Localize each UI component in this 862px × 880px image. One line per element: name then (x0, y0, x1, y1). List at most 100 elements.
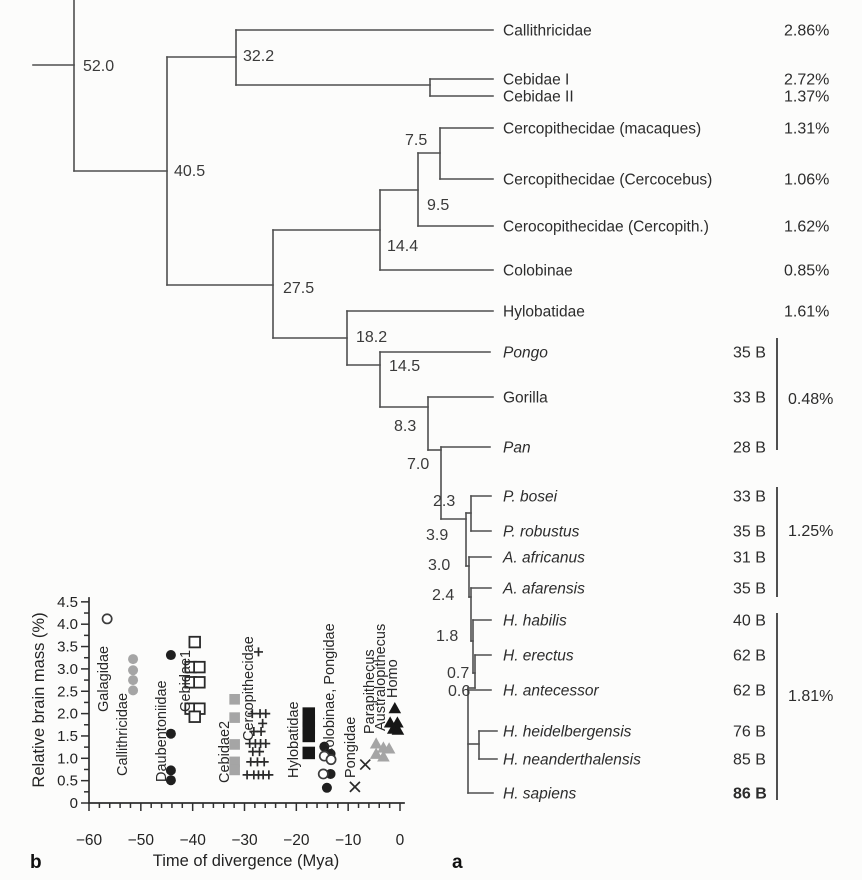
y-tick-label: 3.0 (57, 661, 78, 678)
series-marker-square (229, 739, 240, 750)
series-marker-square-open (188, 635, 201, 649)
series-marker-plus (255, 747, 265, 757)
tip-value: 35 B (733, 581, 766, 598)
series-marker-square (229, 764, 240, 776)
y-tick-label: 3.5 (57, 639, 78, 656)
tip-value: 62 B (733, 648, 766, 665)
series-marker-circle (128, 665, 139, 676)
series-marker-circle (128, 685, 139, 696)
tip-value: 1.31% (784, 121, 829, 138)
series-marker-triangle (369, 737, 383, 749)
node-age-label: 1.8 (436, 628, 458, 645)
tip-value: 1.61% (784, 304, 829, 321)
series-marker-circle-open (101, 613, 113, 625)
tip-value: 33 B (733, 390, 766, 407)
series-marker-square (229, 693, 240, 705)
series-cercopithecidae: Cercopithecidae (241, 636, 274, 780)
tip-value: 40 B (733, 613, 766, 630)
tip-taxon-label: Cercopithecidae (Cercocebus) (503, 172, 712, 189)
panel-a-letter: a (452, 852, 463, 873)
series-marker-triangle (388, 702, 402, 714)
tip-value: 62 B (733, 683, 766, 700)
x-tick-label: −60 (76, 832, 103, 849)
series-marker-plus (261, 709, 271, 719)
series-marker-circle (321, 782, 332, 793)
tip-taxon-label: Callithricidae (503, 23, 592, 40)
tip-taxon-label: H. erectus (503, 648, 574, 665)
node-age-label: 3.0 (428, 557, 450, 574)
series-label: Galagidae (96, 646, 112, 712)
tip-value: 86 B (733, 786, 767, 803)
series-colobinae-pongidae: Colobinae, Pongidae (319, 623, 338, 793)
tip-value: 31 B (733, 550, 766, 567)
tip-value: 28 B (733, 440, 766, 457)
series-marker-circle (128, 654, 139, 665)
series-marker-plus (253, 647, 263, 657)
series-label: Cebidae1 (178, 650, 194, 712)
node-age-label: 14.4 (387, 238, 418, 255)
series-marker-square-open (193, 676, 206, 689)
y-tick-label: 4.0 (57, 616, 78, 633)
tip-value: 1.37% (784, 89, 829, 106)
series-galagidae: Galagidae (96, 613, 113, 712)
node-age-label: 0.6 (448, 683, 470, 700)
tip-value: 35 B (733, 524, 766, 541)
series-marker-square-open (193, 660, 206, 674)
tip-value: 76 B (733, 724, 766, 741)
tip-taxon-label: H. sapiens (503, 786, 576, 803)
y-tick-label: 2.5 (57, 683, 78, 700)
series-hylobatidae: Hylobatidae (286, 701, 316, 778)
series-marker-square (229, 756, 240, 768)
series-marker-plus (256, 726, 266, 736)
series-marker-circle (319, 741, 330, 752)
tip-taxon-label: Gorilla (503, 390, 548, 407)
x-axis-title: Time of divergence (Mya) (153, 852, 339, 870)
y-tick-label: 0.5 (57, 773, 78, 790)
series-marker-circle-open (317, 768, 329, 780)
tip-value: 33 B (733, 489, 766, 506)
node-age-label: 9.5 (427, 197, 449, 214)
tip-value: 35 B (733, 345, 766, 362)
series-label: Parapithecus (362, 649, 378, 734)
panel-a-phylogenetic-tree: 52.0 32.2 40.5 7.5 9.5 14.4 27.5 18.214.5 8.3 7.0… (32, 0, 833, 873)
y-tick-label: 1.5 (57, 728, 78, 745)
series-marker-x (359, 758, 371, 771)
panel-b-letter: b (30, 852, 42, 873)
tip-taxon-label: Cerocopithecidae (Cercopith.) (503, 219, 709, 236)
series-marker-circle-open (325, 754, 337, 766)
tip-taxon-label: Cebidae II (503, 89, 574, 106)
node-age-label: 18.2 (356, 329, 387, 346)
series-marker-plus (261, 739, 271, 749)
node-age-label: 7.5 (405, 132, 427, 149)
node-age-label: 3.9 (426, 527, 448, 544)
series-label: Colobinae, Pongidae (322, 623, 338, 758)
panel-b-scatter-plot: 0 0.5 1.0 1.5 2.0 2.5 3.0 3.5 4.0 4.5 −60 −50 −40 −30… (30, 594, 405, 873)
tip-value: 1.62% (784, 219, 829, 236)
series-marker-circle (165, 765, 176, 776)
node-age-label: 32.2 (243, 48, 274, 65)
series-cebidae1: Cebidae1 (178, 635, 206, 723)
node-age-label: 40.5 (174, 163, 205, 180)
x-tick-label: −50 (128, 832, 155, 849)
series-parapithecus: Parapithecus (362, 649, 383, 759)
series-unnamed (317, 750, 337, 780)
y-axis-title: Relative brain mass (%) (30, 612, 48, 787)
series-marker-circle (165, 775, 176, 786)
series-marker-circle (128, 675, 139, 686)
tip-taxon-label: P. robustus (503, 524, 580, 541)
x-tick-label: −20 (283, 832, 310, 849)
series-marker-triangle (382, 742, 396, 754)
tip-taxon-label: H. heidelbergensis (503, 724, 632, 741)
y-tick-label: 4.5 (57, 594, 78, 611)
series-marker-plus (258, 718, 268, 728)
tip-taxon-label: Cercopithecidae (macaques) (503, 121, 701, 138)
y-tick-label: 0 (70, 795, 78, 812)
node-age-label: 2.4 (432, 587, 454, 604)
tip-taxon-label: Colobinae (503, 263, 573, 280)
bracket-percent-label: 0.48% (788, 391, 833, 408)
tip-taxon-label: A. africanus (502, 550, 585, 567)
tip-taxon-label: Pan (503, 440, 531, 457)
series-label: Homo (385, 659, 401, 698)
